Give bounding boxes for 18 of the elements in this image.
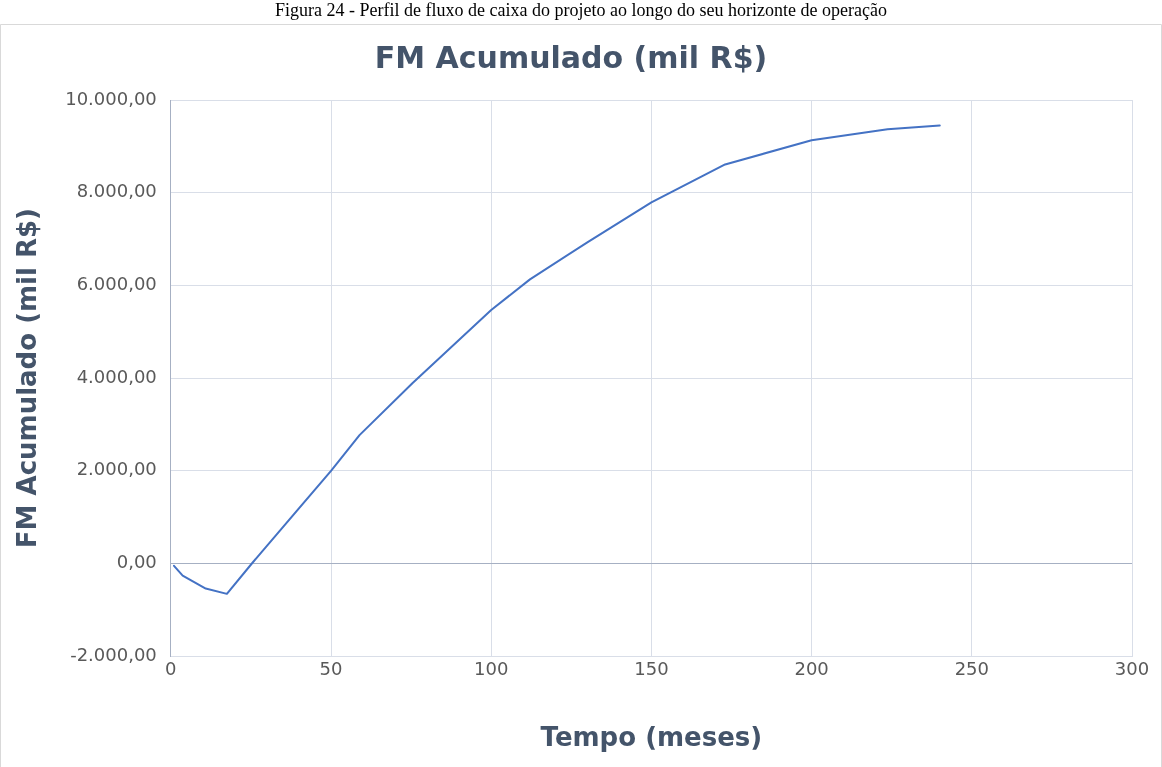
y-tick-label: 6.000,00 xyxy=(76,273,157,295)
y-tick-label: 8.000,00 xyxy=(76,180,157,202)
x-tick-label: 100 xyxy=(474,657,509,679)
x-tick-label: 250 xyxy=(954,657,989,679)
x-tick-label: 300 xyxy=(1114,657,1150,679)
x-tick-label: 200 xyxy=(794,657,829,679)
x-tick-label: 50 xyxy=(319,657,343,679)
chart-title: FM Acumulado (mil R$) xyxy=(374,39,768,75)
y-tick-label: 4.000,00 xyxy=(76,365,157,387)
y-tick-label: -2.000,00 xyxy=(70,643,157,665)
x-tick-label: 0 xyxy=(165,657,177,679)
y-tick-label: 0,00 xyxy=(116,551,157,573)
y-axis-title: FM Acumulado (mil R$) xyxy=(12,208,43,549)
text: Figura 24 - Perfil de fluxo de caixa do projeto ao longo do seu horizonte de operação xyxy=(275,0,887,20)
x-axis-title: Tempo (meses) xyxy=(540,722,763,753)
y-tick-label: 10.000,00 xyxy=(65,87,157,109)
y-tick-label: 2.000,00 xyxy=(76,458,157,480)
x-tick-label: 150 xyxy=(634,657,669,679)
